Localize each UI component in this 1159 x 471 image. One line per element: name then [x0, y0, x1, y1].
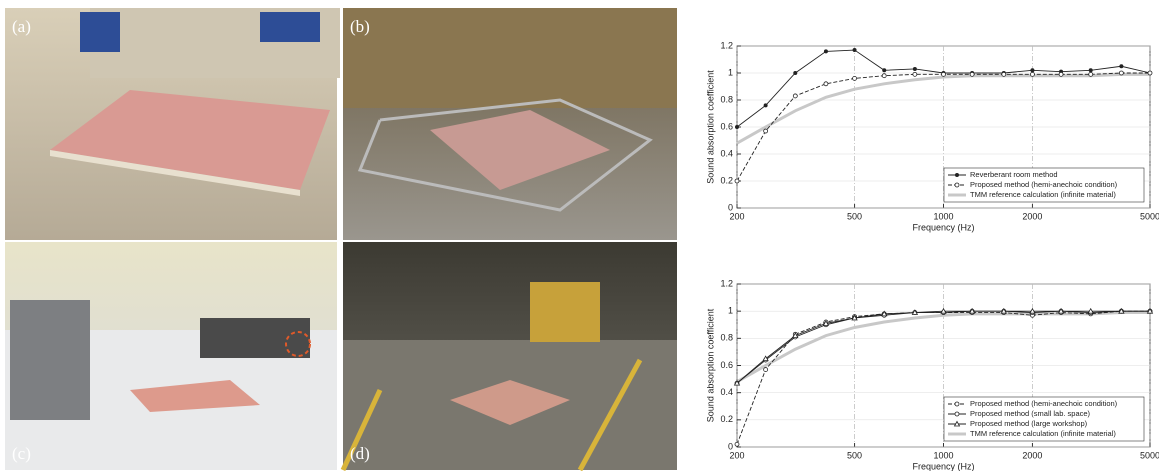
- marker: [764, 368, 768, 372]
- marker: [1089, 68, 1093, 72]
- x-tick-label: 5000: [1140, 211, 1159, 221]
- legend-label: Proposed method (hemi-anechoic condition…: [970, 399, 1118, 408]
- y-tick-label: 1.2: [720, 278, 733, 288]
- x-tick-label: 1000: [933, 211, 953, 221]
- figure: (a) (b) (c) (d) 20050010002000500000.20.…: [0, 0, 1159, 471]
- y-tick-label: 0.2: [720, 414, 733, 424]
- photo-label: (a): [12, 17, 31, 36]
- x-tick-label: 2000: [1022, 211, 1042, 221]
- marker: [853, 76, 857, 80]
- y-tick-label: 0: [728, 202, 733, 212]
- legend-label: TMM reference calculation (infinite mate…: [970, 429, 1116, 438]
- x-tick-label: 2000: [1022, 450, 1042, 460]
- legend-label: Proposed method (hemi-anechoic condition…: [970, 180, 1118, 189]
- marker: [955, 183, 959, 187]
- marker: [942, 72, 946, 76]
- photo-a: [5, 8, 340, 240]
- photo-label: (d): [350, 444, 370, 463]
- marker: [735, 125, 739, 129]
- y-tick-label: 1.2: [720, 40, 733, 50]
- marker: [793, 94, 797, 98]
- marker: [882, 74, 886, 78]
- y-axis-label: Sound absorption coefficient: [705, 70, 715, 184]
- legend-marker: [955, 402, 959, 406]
- y-tick-label: 0.4: [720, 387, 733, 397]
- x-axis-label: Frequency (Hz): [912, 222, 974, 232]
- legend-marker: [955, 183, 959, 187]
- x-tick-label: 500: [847, 450, 862, 460]
- marker: [1148, 71, 1152, 75]
- marker: [913, 67, 917, 71]
- y-tick-label: 1: [728, 306, 733, 316]
- y-tick-label: 0.4: [720, 148, 733, 158]
- photo-c: [5, 242, 337, 470]
- y-tick-label: 0.6: [720, 360, 733, 370]
- marker: [1030, 72, 1034, 76]
- marker: [882, 68, 886, 72]
- marker: [735, 179, 739, 183]
- photo-b: [343, 8, 677, 240]
- marker: [793, 71, 797, 75]
- legend-label: TMM reference calculation (infinite mate…: [970, 190, 1116, 199]
- y-tick-label: 0.8: [720, 94, 733, 104]
- y-tick-label: 0.2: [720, 175, 733, 185]
- marker: [913, 72, 917, 76]
- legend-label: Proposed method (small lab. space): [970, 409, 1091, 418]
- page: (a) (b) (c) (d) 20050010002000500000.20.…: [0, 0, 1159, 471]
- x-axis-label: Frequency (Hz): [912, 461, 974, 471]
- marker: [824, 82, 828, 86]
- x-tick-label: 1000: [933, 450, 953, 460]
- y-tick-label: 0.6: [720, 121, 733, 131]
- marker: [955, 173, 959, 177]
- marker: [1002, 72, 1006, 76]
- marker: [1119, 64, 1123, 68]
- legend-marker: [955, 412, 959, 416]
- marker: [955, 402, 959, 406]
- photo-label: (c): [12, 444, 31, 463]
- marker: [764, 129, 768, 133]
- marker: [764, 103, 768, 107]
- marker: [1059, 72, 1063, 76]
- marker: [853, 48, 857, 52]
- marker: [1030, 68, 1034, 72]
- marker: [970, 72, 974, 76]
- legend-label: Reverberant room method: [970, 170, 1058, 179]
- x-tick-label: 500: [847, 211, 862, 221]
- legend-marker: [955, 173, 959, 177]
- marker: [955, 412, 959, 416]
- y-axis-label: Sound absorption coefficient: [705, 308, 715, 422]
- photo-d: [343, 242, 677, 470]
- marker: [1089, 72, 1093, 76]
- y-tick-label: 0.8: [720, 333, 733, 343]
- x-tick-label: 200: [729, 450, 744, 460]
- y-tick-label: 1: [728, 67, 733, 77]
- y-tick-label: 0: [728, 441, 733, 451]
- marker: [824, 49, 828, 53]
- x-tick-label: 200: [729, 211, 744, 221]
- x-tick-label: 5000: [1140, 450, 1159, 460]
- marker: [735, 442, 739, 446]
- legend-label: Proposed method (large workshop): [970, 419, 1088, 428]
- photo-label: (b): [350, 17, 370, 36]
- marker: [1119, 71, 1123, 75]
